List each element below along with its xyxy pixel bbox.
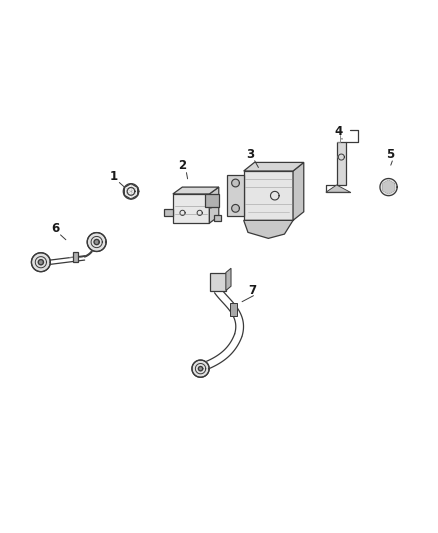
Bar: [230, 303, 237, 316]
Polygon shape: [227, 175, 244, 216]
Text: 4: 4: [334, 125, 343, 138]
Polygon shape: [226, 268, 231, 290]
Polygon shape: [198, 367, 203, 371]
Polygon shape: [173, 187, 219, 194]
Polygon shape: [32, 253, 50, 272]
Polygon shape: [232, 205, 240, 212]
Polygon shape: [244, 220, 293, 238]
Polygon shape: [209, 272, 226, 290]
Bar: [73, 252, 78, 262]
Polygon shape: [244, 163, 304, 171]
Polygon shape: [205, 194, 219, 207]
Polygon shape: [208, 200, 212, 204]
Polygon shape: [87, 232, 106, 252]
Polygon shape: [38, 260, 43, 265]
Polygon shape: [208, 196, 212, 199]
Polygon shape: [208, 204, 212, 208]
Text: 7: 7: [248, 284, 257, 296]
Text: 1: 1: [110, 170, 118, 183]
Polygon shape: [214, 215, 221, 221]
Polygon shape: [164, 209, 173, 216]
Polygon shape: [123, 184, 139, 199]
Polygon shape: [94, 239, 99, 245]
Polygon shape: [326, 185, 350, 192]
Text: 6: 6: [51, 222, 59, 235]
Polygon shape: [209, 187, 219, 223]
Polygon shape: [338, 154, 344, 160]
Polygon shape: [293, 163, 304, 220]
Polygon shape: [244, 171, 293, 220]
Polygon shape: [173, 194, 209, 223]
Polygon shape: [380, 179, 397, 196]
Text: 3: 3: [246, 148, 254, 160]
Text: 2: 2: [178, 159, 187, 172]
Polygon shape: [197, 211, 202, 215]
Polygon shape: [180, 211, 185, 215]
Polygon shape: [271, 191, 279, 200]
Polygon shape: [192, 360, 209, 377]
Polygon shape: [383, 181, 394, 193]
Polygon shape: [337, 142, 346, 185]
Polygon shape: [232, 179, 240, 187]
Text: 5: 5: [386, 148, 394, 160]
